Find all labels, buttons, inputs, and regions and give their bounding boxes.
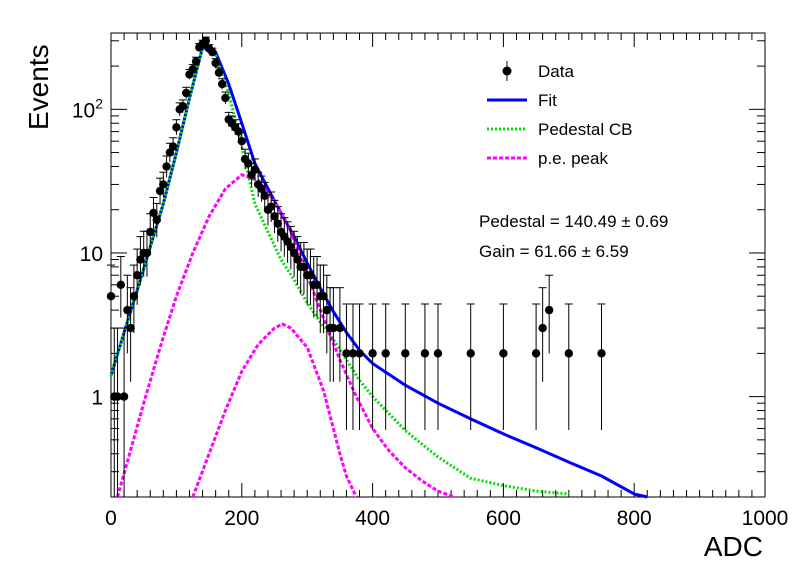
data-point [306, 271, 315, 280]
data-point [420, 349, 430, 358]
data-point [191, 57, 201, 66]
y-tick-label: 10 [80, 243, 103, 266]
data-point [329, 323, 338, 333]
data-point [273, 219, 282, 228]
data-point [270, 212, 279, 221]
x-tick-labels: 0 200 400 600 800 1000 [105, 507, 788, 530]
x-tick-label: 1000 [742, 507, 789, 530]
data-point [123, 305, 132, 315]
data-point [538, 323, 547, 333]
data-point [217, 79, 227, 89]
data-point [289, 248, 299, 258]
data-point [322, 305, 332, 315]
data-point [136, 255, 145, 264]
data-point [597, 349, 606, 358]
data-point [113, 392, 122, 401]
data-point [267, 202, 276, 211]
data-point [335, 323, 345, 333]
data-point [237, 137, 246, 146]
data-point [149, 208, 158, 218]
data-point [116, 280, 126, 290]
data-point [312, 280, 322, 290]
data-point [299, 262, 309, 272]
legend-marker [502, 66, 512, 76]
legend-label: Fit [538, 91, 557, 110]
data-point [208, 47, 217, 57]
data-point [381, 349, 390, 358]
data-point [368, 349, 377, 358]
x-tick-label: 800 [617, 507, 652, 530]
data-point [401, 349, 410, 358]
data-point [433, 349, 443, 358]
data-point [221, 93, 230, 103]
legend-label: p.e. peak [538, 149, 608, 168]
curve-p-e-peak [116, 173, 455, 499]
legend: Data Fit Pedestal CB p.e. peak [487, 61, 633, 168]
data-points [106, 36, 606, 497]
data-point [129, 292, 139, 301]
data-point [146, 227, 155, 237]
data-point [155, 186, 165, 196]
data-point [172, 123, 181, 132]
legend-label: Data [538, 62, 574, 81]
data-point [201, 36, 211, 46]
data-point [257, 184, 266, 193]
data-point [188, 65, 197, 74]
x-tick-label: 600 [486, 507, 521, 530]
data-point [544, 305, 554, 315]
data-point [211, 58, 220, 68]
x-tick-label: 200 [224, 507, 259, 530]
pedestal-annotation: Pedestal = 140.49 ± 0.69 [479, 212, 668, 231]
data-point [293, 255, 302, 264]
data-point [168, 142, 178, 151]
curve-p-e-peak [191, 322, 358, 498]
data-point [355, 349, 364, 358]
curve-pedestal-cb [109, 45, 569, 496]
data-point [132, 271, 142, 280]
data-point [564, 349, 573, 358]
data-point [106, 292, 116, 301]
data-point [531, 349, 541, 358]
data-point [162, 162, 171, 171]
data-point [159, 180, 168, 189]
x-tick-label: 400 [355, 507, 390, 530]
data-point [119, 392, 129, 401]
gain-annotation: Gain = 61.66 ± 6.59 [479, 242, 629, 261]
data-point [182, 88, 191, 98]
curve-fit [109, 45, 648, 499]
fit-curves [109, 45, 648, 499]
y-axis-label: Events [23, 44, 54, 130]
data-point [142, 248, 152, 258]
y-tick-label: 102 [72, 95, 103, 122]
legend-label: Pedestal CB [538, 120, 633, 139]
data-point [466, 349, 475, 358]
data-point [178, 102, 188, 111]
y-tick-label: 1 [91, 387, 103, 410]
y-tick-labels: 1 10 102 [72, 95, 103, 409]
data-point [214, 68, 224, 77]
data-point [342, 349, 351, 358]
data-point [152, 215, 161, 225]
data-point [260, 191, 269, 201]
data-point [348, 349, 358, 358]
x-axis-label: ADC [704, 531, 763, 562]
data-point [234, 127, 243, 136]
x-tick-label: 0 [105, 507, 117, 530]
data-point [499, 349, 508, 358]
data-point [126, 323, 135, 333]
data-point [319, 292, 328, 301]
